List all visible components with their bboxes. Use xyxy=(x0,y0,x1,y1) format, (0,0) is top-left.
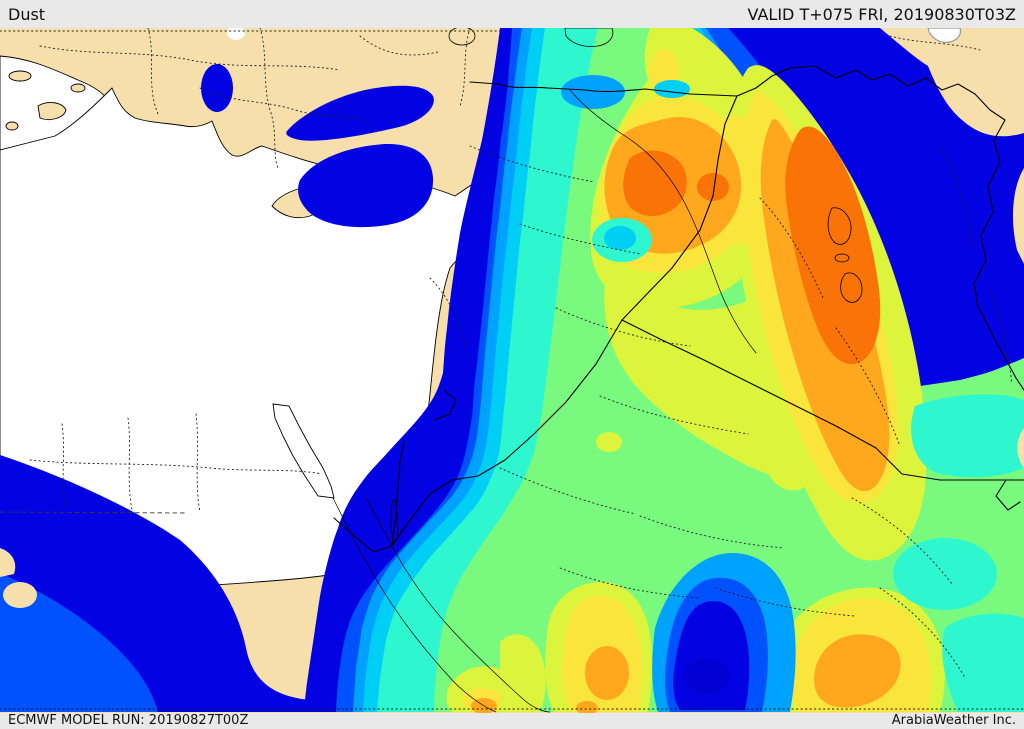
map-canvas xyxy=(0,28,1024,713)
dust-orange-south-left xyxy=(585,646,629,700)
dust-map-svg xyxy=(0,28,1024,713)
lakes xyxy=(227,28,962,542)
dust-deeporange-iraq-core xyxy=(785,126,881,365)
map-title: Dust xyxy=(8,4,46,24)
land-overlays xyxy=(0,28,1024,608)
border-iraq-saudi xyxy=(621,319,1024,481)
border-jordan-saudi xyxy=(391,319,623,547)
small-island-1 xyxy=(8,70,32,82)
dust-deeporange-syria-core xyxy=(623,150,687,216)
top-bar: Dust VALID T+075 FRI, 20190830T03Z xyxy=(0,0,1024,28)
dust-yellowgreen-bridge xyxy=(604,276,814,478)
hole-darkest-core xyxy=(684,659,730,693)
dust-deeporange-syria-core2 xyxy=(697,173,729,201)
border-egypt-israel xyxy=(333,517,393,553)
dust-yellowgreen-spot xyxy=(596,432,622,452)
lake-tharthar xyxy=(827,207,852,245)
rhodes-island xyxy=(37,102,67,121)
lake-tuz xyxy=(227,28,245,40)
dust-orange-bottom-spot xyxy=(576,701,598,713)
border-israel-jordan xyxy=(391,441,405,547)
country-borders xyxy=(333,65,1024,553)
rivers-coasts xyxy=(332,89,757,713)
small-island-2 xyxy=(70,83,86,93)
dust-field xyxy=(0,28,1024,713)
pocket-lightblue-lakes xyxy=(561,75,625,109)
gulf-of-aqaba xyxy=(365,497,393,547)
pocket-turquoise-corner xyxy=(942,613,1024,712)
land-caucasus-iran-corner xyxy=(880,28,1024,137)
pocket-cyan-neturkey xyxy=(654,80,690,98)
land-wedge-left xyxy=(0,548,16,577)
red-sea-coast-east xyxy=(391,545,551,713)
valid-time-label: VALID T+075 FRI, 20190830T03Z xyxy=(747,4,1016,24)
red-sea-coast-west xyxy=(332,497,497,713)
pocket-cyan-syria xyxy=(604,226,636,250)
border-iraq-iran xyxy=(973,119,1024,391)
lake-razzaza xyxy=(840,272,863,303)
border-syria-iraq xyxy=(621,95,738,321)
dust-orange-south-right xyxy=(814,634,901,708)
land-iran-sliver-2 xyxy=(1017,428,1024,468)
admin-borders-dotted xyxy=(0,28,1024,710)
euphrates-river xyxy=(569,89,757,354)
dust-blob-iskenderun xyxy=(286,85,434,141)
border-lebanon xyxy=(433,389,457,421)
dust-royal-corner xyxy=(0,573,158,712)
lake-habbaniyah xyxy=(834,253,850,263)
lake-urmia xyxy=(927,28,962,43)
pocket-turquoise-right-2 xyxy=(893,538,997,610)
border-egypt-sudan-dashed xyxy=(0,511,186,514)
small-island-3 xyxy=(5,121,19,131)
gulf-of-suez-red-sea xyxy=(272,403,335,499)
model-run-label: ECMWF MODEL RUN: 20190827T00Z xyxy=(8,712,249,728)
land-islet-sw xyxy=(3,582,37,608)
credit-label: ArabiaWeather Inc. xyxy=(891,712,1016,728)
lake-van xyxy=(564,28,614,47)
dust-blob-cyprus xyxy=(298,143,434,228)
pocket-turquoise-right-1 xyxy=(911,394,1024,478)
border-kuwait xyxy=(995,479,1021,511)
dust-blob-antalya xyxy=(201,64,233,112)
lake-dam xyxy=(448,28,476,46)
border-turkey-syria-caucasus xyxy=(469,65,1006,121)
bottom-bar: ECMWF MODEL RUN: 20190827T00Z ArabiaWeat… xyxy=(0,713,1024,729)
land-iran-sliver-1 xyxy=(1012,168,1024,264)
